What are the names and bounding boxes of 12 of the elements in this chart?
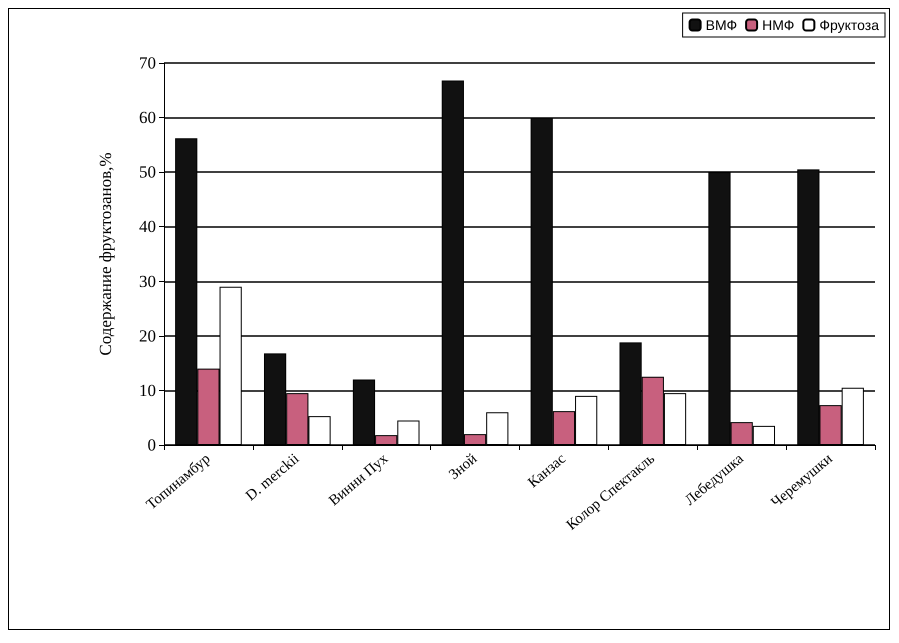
legend-label: ВМФ: [706, 17, 738, 33]
y-tick-label: 40: [139, 217, 156, 236]
y-tick-label: 10: [139, 380, 156, 400]
y-tick-label: 30: [139, 272, 156, 291]
y-tick-label: 60: [139, 108, 156, 128]
y-axis-title: Содержание фруктозанов,%: [96, 152, 115, 356]
legend-label: Фруктоза: [819, 17, 880, 33]
y-tick-label: 0: [148, 436, 156, 454]
y-tick-label: 20: [139, 326, 156, 346]
legend-label: НМФ: [762, 17, 794, 33]
y-tick-label: 70: [139, 54, 156, 72]
y-tick-label: 50: [139, 162, 156, 182]
